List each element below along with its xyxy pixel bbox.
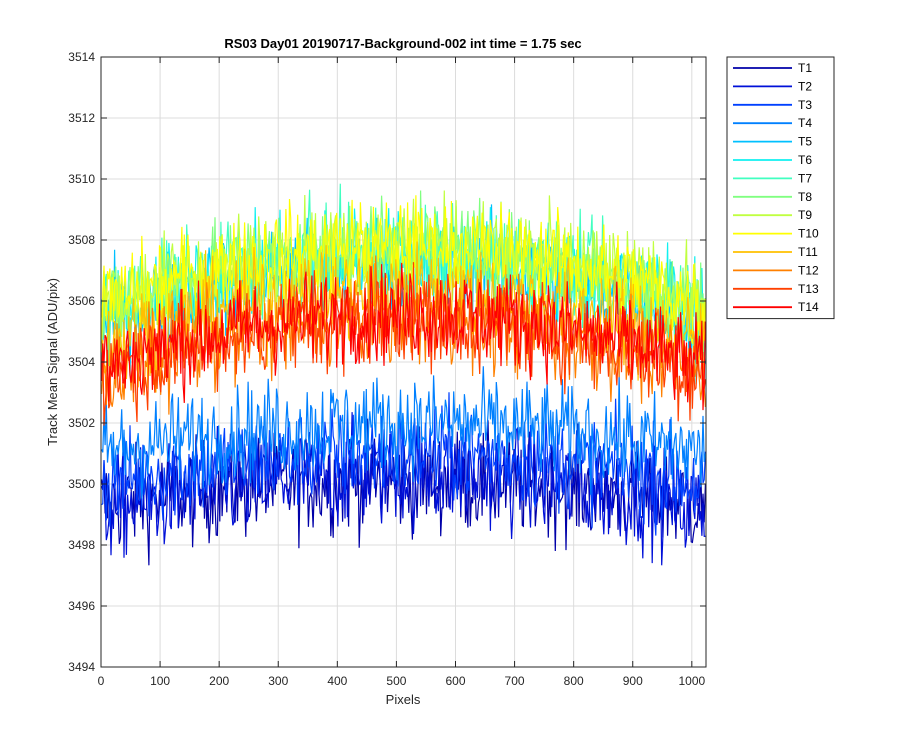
legend-label: T8 [798, 190, 812, 204]
x-tick-label: 500 [386, 674, 406, 688]
legend-label: T12 [798, 263, 819, 277]
y-tick-label: 3514 [68, 50, 95, 64]
y-tick-label: 3502 [68, 416, 95, 430]
legend-label: T11 [798, 245, 818, 259]
legend-label: T5 [798, 135, 812, 149]
series-line-t13 [101, 262, 706, 426]
series-line-t4 [101, 366, 706, 499]
legend-label: T6 [798, 153, 812, 167]
axis-ticks: 0 100 200 300 400 500 600 700 800 900 1000 3494 3496… [68, 50, 706, 688]
legend-label: T7 [798, 171, 812, 185]
legend-label: T1 [798, 61, 812, 75]
x-tick-label: 800 [564, 674, 584, 688]
y-tick-label: 3510 [68, 172, 95, 186]
x-tick-label: 0 [98, 674, 105, 688]
legend-label: T9 [798, 208, 812, 222]
x-tick-label: 600 [445, 674, 465, 688]
legend-label: T13 [798, 282, 819, 296]
legend-box [726, 56, 835, 320]
y-tick-label: 3496 [68, 599, 95, 613]
legend-label: T2 [798, 79, 812, 93]
x-tick-label: 700 [505, 674, 525, 688]
y-tick-label: 3512 [68, 111, 95, 125]
series-line-t14 [101, 262, 706, 411]
x-axis-label: Pixels [386, 692, 421, 707]
y-axis-label: Track Mean Signal (ADU/pix) [45, 278, 60, 446]
series-line-t2 [101, 412, 706, 566]
x-tick-label: 300 [268, 674, 288, 688]
legend-label: T4 [798, 116, 812, 130]
legend-label: T3 [798, 98, 812, 112]
x-tick-label: 100 [150, 674, 170, 688]
series-lines [101, 183, 706, 566]
chart-title: RS03 Day01 20190717-Background-002 int t… [224, 36, 581, 51]
y-tick-label: 3508 [68, 233, 95, 247]
legend-label: T14 [798, 300, 819, 314]
x-tick-label: 900 [623, 674, 643, 688]
y-tick-label: 3506 [68, 294, 95, 308]
y-tick-label: 3494 [68, 660, 95, 674]
x-tick-label: 400 [327, 674, 347, 688]
legend: T1 T2 T3 T4 T5 T6 T7 T8 T9 T10 T11 T12 T13 T14 [726, 56, 835, 320]
y-tick-label: 3504 [68, 355, 95, 369]
x-tick-label: 200 [209, 674, 229, 688]
y-tick-label: 3500 [68, 477, 95, 491]
x-tick-label: 1000 [678, 674, 705, 688]
y-tick-label: 3498 [68, 538, 95, 552]
legend-label: T10 [798, 227, 819, 241]
